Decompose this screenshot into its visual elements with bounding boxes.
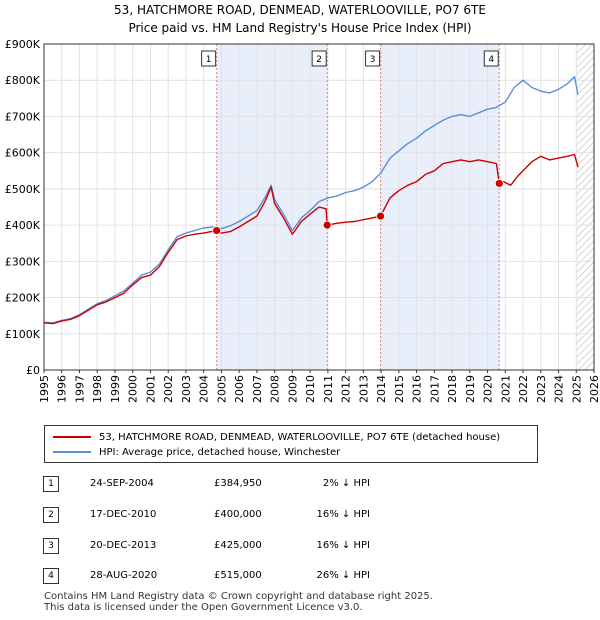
- x-tick-label: 2001: [144, 375, 157, 403]
- transaction-hpi: 16% ↓ HPI: [316, 509, 370, 520]
- y-tick-label: £100K: [5, 328, 41, 341]
- footer-licence: This data is licensed under the Open Gov…: [44, 602, 363, 613]
- x-tick-label: 2008: [269, 375, 282, 403]
- legend-item-hpi: HPI: Average price, detached house, Winc…: [53, 445, 340, 459]
- transaction-price: £384,950: [214, 478, 262, 489]
- x-tick-label: 2007: [251, 375, 264, 403]
- sale-point: [376, 211, 385, 221]
- x-tick-label: 1998: [91, 375, 104, 403]
- plot-border: [43, 43, 595, 371]
- x-tick-label: 2000: [127, 375, 140, 403]
- chart-subtitle: Price paid vs. HM Land Registry's House …: [128, 21, 472, 35]
- x-tick-label: 2016: [411, 375, 424, 403]
- sale-point: [494, 179, 504, 188]
- shaded-range: [380, 44, 500, 370]
- transaction-hpi: 16% ↓ HPI: [316, 540, 370, 551]
- sale-marker-box: [311, 50, 327, 67]
- x-tick-label: 2013: [357, 375, 370, 403]
- shaded-range: [216, 44, 328, 370]
- x-tick-label: 2025: [570, 375, 583, 403]
- transaction-row: 3 20-DEC-2013 £425,000 16% ↓ HPI: [0, 538, 600, 556]
- x-tick-label: 1997: [73, 375, 86, 403]
- legend-item-property: 53, HATCHMORE ROAD, DENMEAD, WATERLOOVIL…: [53, 430, 500, 444]
- y-tick-label: £600K: [5, 147, 41, 160]
- transaction-price: £425,000: [214, 540, 262, 551]
- x-tick-label: 1996: [56, 375, 69, 403]
- y-tick-label: £500K: [5, 183, 41, 196]
- forecast-hatch: [576, 44, 594, 370]
- legend-label-property: 53, HATCHMORE ROAD, DENMEAD, WATERLOOVIL…: [99, 431, 501, 443]
- x-tick-label: 2019: [464, 375, 477, 403]
- x-tick-label: 2004: [198, 375, 211, 403]
- transaction-price: £515,000: [214, 570, 262, 581]
- x-tick-label: 2023: [535, 375, 548, 403]
- x-tick-label: 2006: [233, 375, 246, 403]
- hpi-line: [43, 75, 579, 324]
- y-tick-label: £700K: [5, 110, 41, 123]
- transaction-hpi: 26% ↓ HPI: [316, 570, 370, 581]
- x-tick-label: 2022: [517, 375, 530, 403]
- x-tick-label: 2021: [499, 375, 512, 403]
- x-tick-label: 2015: [393, 375, 406, 403]
- price-chart: 1 2 3 4 £0 £100K £200K £300K £400K £500K £600K £70…: [5, 38, 600, 403]
- sale-marker-label: 3: [370, 55, 376, 65]
- chart-title: 53, HATCHMORE ROAD, DENMEAD, WATERLOOVIL…: [114, 3, 486, 17]
- transaction-number: 1: [43, 476, 59, 492]
- transaction-number: 2: [43, 507, 59, 523]
- transaction-price: £400,000: [214, 509, 262, 520]
- sale-marker-label: 4: [488, 55, 494, 65]
- x-tick-label: 2017: [428, 375, 441, 403]
- sale-marker-lines: 1 2 3 4: [201, 44, 500, 370]
- transaction-row: 1 24-SEP-2004 £384,950 2% ↓ HPI: [0, 476, 600, 494]
- x-tick-label: 2018: [446, 375, 459, 403]
- sale-marker-box: [483, 50, 499, 67]
- transaction-number: 4: [43, 568, 59, 584]
- transaction-date: 17-DEC-2010: [90, 509, 157, 520]
- sale-point: [212, 226, 222, 235]
- y-tick-label: £200K: [5, 292, 41, 305]
- axes: £0 £100K £200K £300K £400K £500K £600K £700K £80…: [5, 38, 600, 403]
- transaction-row: 4 28-AUG-2020 £515,000 26% ↓ HPI: [0, 568, 600, 586]
- transaction-date: 20-DEC-2013: [90, 540, 157, 551]
- shaded-periods: [44, 44, 594, 370]
- x-tick-label: 2009: [286, 375, 299, 403]
- legend-swatch-hpi: [53, 451, 91, 453]
- y-tick-label: £0: [26, 364, 40, 377]
- x-tick-label: 2005: [215, 375, 228, 403]
- x-tick-label: 2024: [553, 375, 566, 403]
- y-tick-label: £300K: [5, 255, 41, 268]
- transaction-date: 28-AUG-2020: [90, 570, 158, 581]
- sale-marker-label: 2: [316, 55, 322, 65]
- transaction-row: 2 17-DEC-2010 £400,000 16% ↓ HPI: [0, 507, 600, 525]
- x-tick-label: 1999: [109, 375, 122, 403]
- sale-points: [212, 179, 504, 235]
- sale-marker-box: [365, 50, 381, 67]
- x-tick-label: 2010: [304, 375, 317, 403]
- x-tick-label: 2026: [588, 375, 600, 403]
- legend-label-hpi: HPI: Average price, detached house, Winc…: [99, 446, 341, 458]
- x-tick-label: 2003: [180, 375, 193, 403]
- sale-marker-box: [201, 50, 217, 67]
- x-tick-label: 2014: [375, 375, 388, 403]
- transaction-hpi: 2% ↓ HPI: [322, 478, 370, 489]
- y-tick-label: £800K: [5, 74, 41, 87]
- legend: 53, HATCHMORE ROAD, DENMEAD, WATERLOOVIL…: [44, 425, 538, 463]
- y-tick-label: £900K: [5, 38, 41, 51]
- y-tick-label: £400K: [5, 219, 41, 232]
- transaction-number: 3: [43, 538, 59, 554]
- sale-point: [322, 220, 332, 230]
- x-tick-label: 2011: [322, 375, 335, 403]
- sale-marker-label: 1: [206, 55, 212, 65]
- footer-copyright: Contains HM Land Registry data © Crown c…: [44, 591, 433, 602]
- x-tick-label: 2012: [340, 375, 353, 403]
- x-tick-label: 2002: [162, 375, 175, 403]
- transaction-date: 24-SEP-2004: [90, 478, 154, 489]
- x-tick-label: 1995: [38, 375, 51, 403]
- legend-swatch-property: [53, 436, 91, 438]
- x-tick-label: 2020: [482, 375, 495, 403]
